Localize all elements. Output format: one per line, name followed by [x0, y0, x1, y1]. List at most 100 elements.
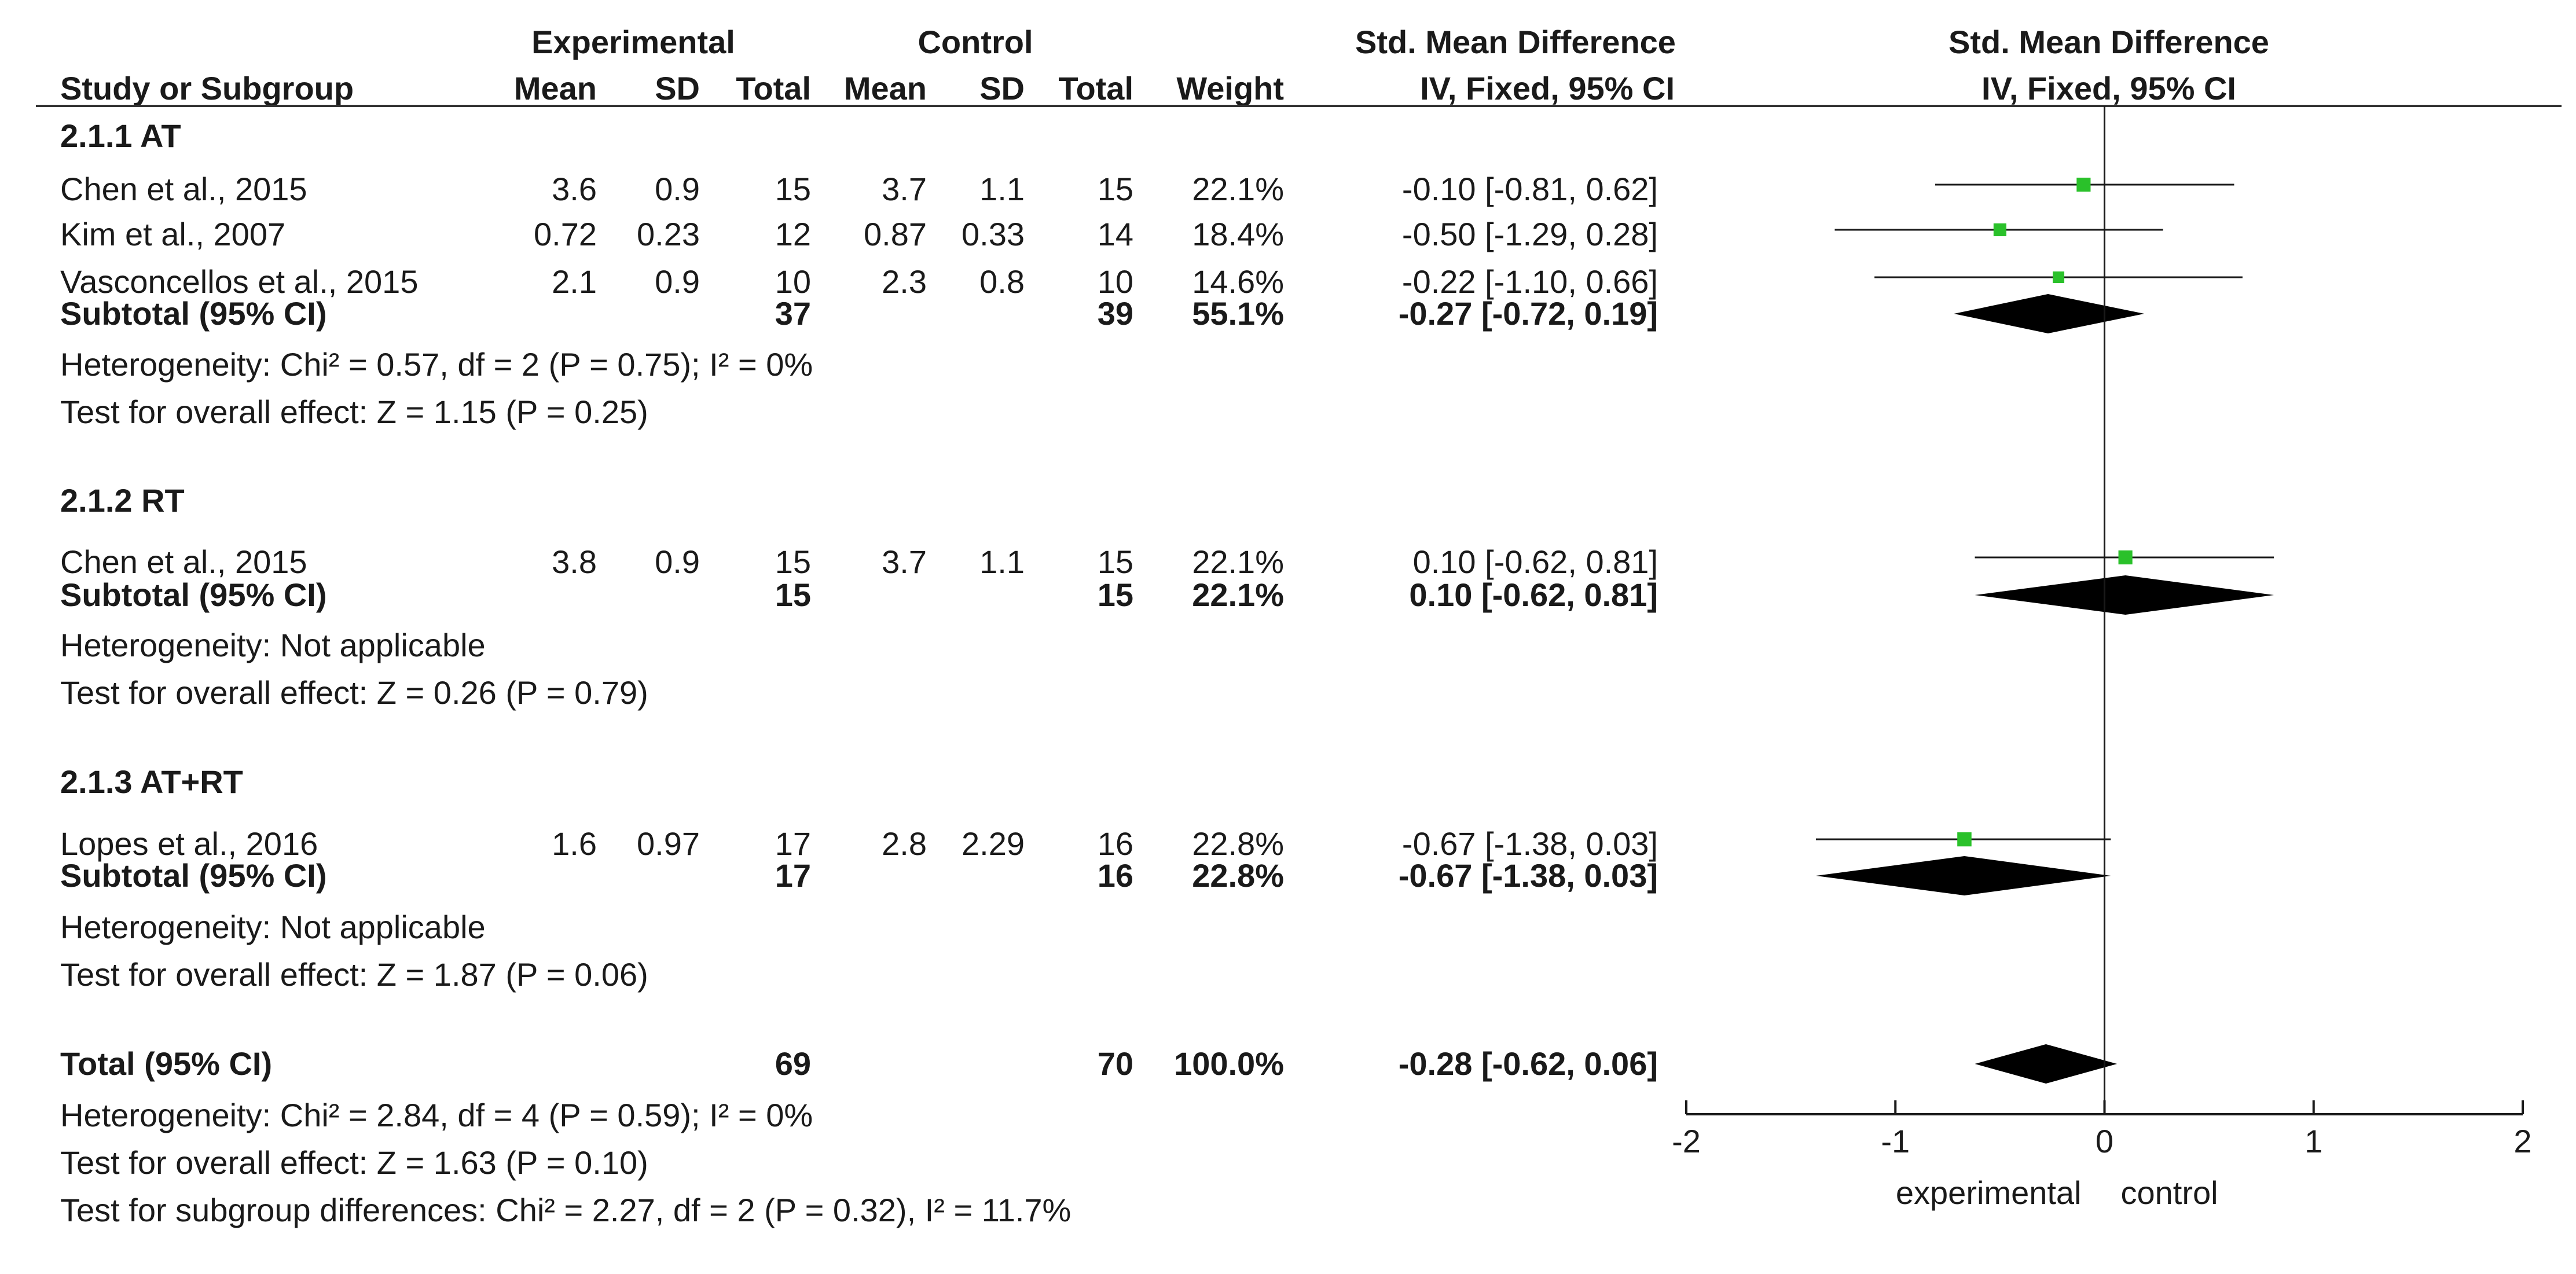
exp-sd-value: 0.9 — [655, 263, 700, 300]
exp-sd-value: 0.9 — [655, 171, 700, 207]
ctl-sd-value: 0.33 — [962, 216, 1025, 252]
exp-mean-value: 1.6 — [552, 825, 597, 862]
ci-value: -0.50 [-1.29, 0.28] — [1402, 216, 1658, 252]
subtotal-diamond — [1954, 294, 2145, 333]
subtotal-ctl-total: 16 — [1098, 857, 1133, 894]
subtotal-ci: -0.67 [-1.38, 0.03] — [1399, 857, 1658, 894]
study-name: Vasconcellos et al., 2015 — [60, 263, 418, 300]
heterogeneity-note: Heterogeneity: Not applicable — [60, 909, 486, 945]
ctl-mean-value: 3.7 — [882, 544, 927, 580]
subtotal-weight: 55.1% — [1192, 295, 1284, 332]
ctl-sd-value: 1.1 — [979, 171, 1025, 207]
exp-total-header: Total — [736, 70, 811, 107]
study-name: Chen et al., 2015 — [60, 171, 307, 207]
subtotal-weight: 22.8% — [1192, 857, 1284, 894]
weight-value: 14.6% — [1192, 263, 1284, 300]
exp-total-value: 10 — [775, 263, 811, 300]
weight-value: 22.1% — [1192, 544, 1284, 580]
ctl-sd-value: 0.8 — [979, 263, 1025, 300]
weight-value: 18.4% — [1192, 216, 1284, 252]
exp-total-value: 15 — [775, 544, 811, 580]
total-exp-total: 69 — [775, 1045, 811, 1082]
study-effect-square — [1993, 223, 2006, 237]
ctl-total-value: 15 — [1098, 171, 1133, 207]
subgroup-label: 2.1.2 RT — [60, 482, 185, 519]
weight-value: 22.1% — [1192, 171, 1284, 207]
exp-total-value: 17 — [775, 825, 811, 862]
ci-value: 0.10 [-0.62, 0.81] — [1413, 544, 1658, 580]
exp-sd-value: 0.97 — [637, 825, 700, 862]
footer-note: Test for overall effect: Z = 1.63 (P = 0… — [60, 1144, 648, 1181]
exp-total-value: 15 — [775, 171, 811, 207]
exp-mean-value: 2.1 — [552, 263, 597, 300]
study-effect-square — [2118, 550, 2133, 565]
ctl-total-header: Total — [1058, 70, 1133, 107]
subtotal-ctl-total: 15 — [1098, 577, 1133, 613]
ci-value: -0.67 [-1.38, 0.03] — [1402, 825, 1658, 862]
total-ci: -0.28 [-0.62, 0.06] — [1399, 1045, 1658, 1082]
total-weight: 100.0% — [1174, 1045, 1284, 1082]
exp-mean-value: 0.72 — [534, 216, 597, 252]
ci-value: -0.10 [-0.81, 0.62] — [1402, 171, 1658, 207]
subtotal-weight: 22.1% — [1192, 577, 1284, 613]
smd-header-right: Std. Mean Difference — [1948, 24, 2269, 60]
ctl-total-value: 15 — [1098, 544, 1133, 580]
ctl-total-value: 14 — [1098, 216, 1133, 252]
ctl-sd-header: SD — [979, 70, 1025, 107]
exp-sd-header: SD — [655, 70, 700, 107]
subgroup-label: 2.1.3 AT+RT — [60, 763, 243, 800]
total-diamond — [1975, 1044, 2118, 1084]
ctl-mean-header: Mean — [844, 70, 927, 107]
subtotal-ci: 0.10 [-0.62, 0.81] — [1409, 577, 1658, 613]
x-axis-tick-label: 2 — [2513, 1123, 2531, 1159]
subtotal-ctl-total: 39 — [1098, 295, 1133, 332]
ctl-mean-value: 0.87 — [864, 216, 927, 252]
method-header-right: IV, Fixed, 95% CI — [1981, 70, 2236, 107]
subtotal-diamond — [1815, 856, 2111, 895]
x-axis-tick-label: 1 — [2305, 1123, 2322, 1159]
exp-sd-value: 0.23 — [637, 216, 700, 252]
ctl-mean-value: 2.8 — [882, 825, 927, 862]
smd-header-left: Std. Mean Difference — [1355, 24, 1676, 60]
weight-header: Weight — [1176, 70, 1284, 107]
subtotal-ci: -0.27 [-0.72, 0.19] — [1399, 295, 1658, 332]
study-column-header: Study or Subgroup — [60, 70, 354, 107]
study-effect-square — [2076, 177, 2091, 192]
subtotal-label: Subtotal (95% CI) — [60, 857, 326, 894]
exp-mean-header: Mean — [514, 70, 597, 107]
subtotal-label: Subtotal (95% CI) — [60, 295, 326, 332]
exp-total-value: 12 — [775, 216, 811, 252]
study-effect-square — [1957, 832, 1972, 847]
exp-mean-value: 3.8 — [552, 544, 597, 580]
total-ctl-total: 70 — [1098, 1045, 1133, 1082]
exp-sd-value: 0.9 — [655, 544, 700, 580]
footer-note: Heterogeneity: Chi² = 2.84, df = 4 (P = … — [60, 1097, 813, 1133]
x-axis-tick-label: -1 — [1881, 1123, 1910, 1159]
experimental-group-header: Experimental — [531, 24, 735, 60]
overall-effect-note: Test for overall effect: Z = 0.26 (P = 0… — [60, 674, 648, 711]
favours-experimental-label: experimental — [1896, 1174, 2082, 1211]
subtotal-exp-total: 15 — [775, 577, 811, 613]
subtotal-exp-total: 37 — [775, 295, 811, 332]
weight-value: 22.8% — [1192, 825, 1284, 862]
ctl-mean-value: 2.3 — [882, 263, 927, 300]
subtotal-label: Subtotal (95% CI) — [60, 577, 326, 613]
heterogeneity-note: Heterogeneity: Not applicable — [60, 627, 486, 663]
overall-effect-note: Test for overall effect: Z = 1.15 (P = 0… — [60, 394, 648, 430]
ctl-sd-value: 2.29 — [962, 825, 1025, 862]
ctl-total-value: 10 — [1098, 263, 1133, 300]
total-label: Total (95% CI) — [60, 1045, 272, 1082]
ci-value: -0.22 [-1.10, 0.66] — [1402, 263, 1658, 300]
ctl-mean-value: 3.7 — [882, 171, 927, 207]
x-axis-tick-label: -2 — [1672, 1123, 1701, 1159]
subtotal-exp-total: 17 — [775, 857, 811, 894]
overall-effect-note: Test for overall effect: Z = 1.87 (P = 0… — [60, 956, 648, 993]
control-group-header: Control — [918, 24, 1033, 60]
x-axis-tick-label: 0 — [2096, 1123, 2113, 1159]
study-name: Chen et al., 2015 — [60, 544, 307, 580]
ctl-sd-value: 1.1 — [979, 544, 1025, 580]
subtotal-diamond — [1975, 575, 2274, 615]
ctl-total-value: 16 — [1098, 825, 1133, 862]
study-name: Lopes et al., 2016 — [60, 825, 318, 862]
